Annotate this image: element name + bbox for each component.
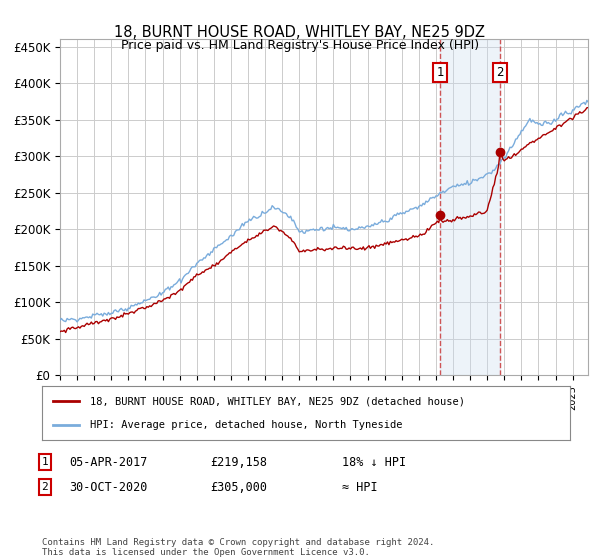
Text: 1: 1: [41, 457, 49, 467]
Bar: [440, 39, 500, 375]
Text: ≈ HPI: ≈ HPI: [342, 480, 377, 494]
Text: 2: 2: [41, 482, 49, 492]
Text: 1: 1: [436, 66, 444, 78]
Text: Contains HM Land Registry data © Crown copyright and database right 2024.
This d: Contains HM Land Registry data © Crown c…: [42, 538, 434, 557]
Text: £305,000: £305,000: [210, 480, 267, 494]
Text: 18, BURNT HOUSE ROAD, WHITLEY BAY, NE25 9DZ (detached house): 18, BURNT HOUSE ROAD, WHITLEY BAY, NE25 …: [89, 396, 464, 407]
Text: £219,158: £219,158: [210, 455, 267, 469]
Text: 2: 2: [496, 66, 504, 78]
Text: 30-OCT-2020: 30-OCT-2020: [69, 480, 148, 494]
Text: HPI: Average price, detached house, North Tyneside: HPI: Average price, detached house, Nort…: [89, 419, 402, 430]
Text: 18, BURNT HOUSE ROAD, WHITLEY BAY, NE25 9DZ: 18, BURNT HOUSE ROAD, WHITLEY BAY, NE25 …: [115, 25, 485, 40]
Text: Price paid vs. HM Land Registry's House Price Index (HPI): Price paid vs. HM Land Registry's House …: [121, 39, 479, 52]
Text: 05-APR-2017: 05-APR-2017: [69, 455, 148, 469]
Text: 18% ↓ HPI: 18% ↓ HPI: [342, 455, 406, 469]
